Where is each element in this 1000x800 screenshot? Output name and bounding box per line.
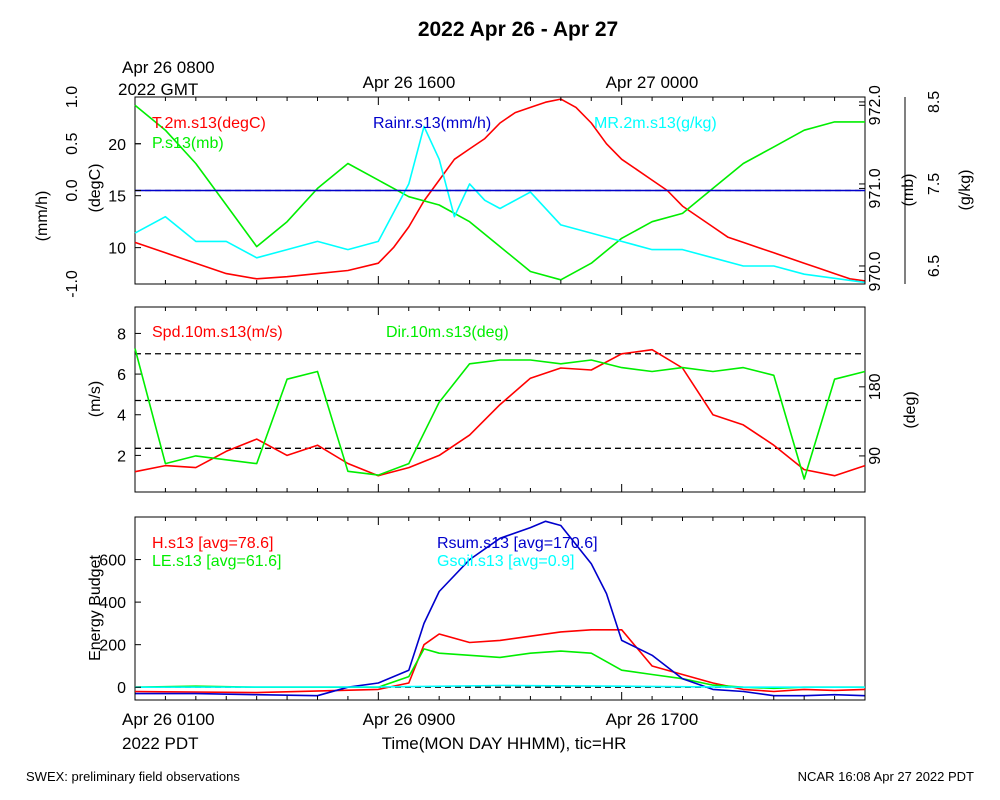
p1-mr-tick-label: 7.5 [926,173,943,195]
top-time-label-mid: Apr 26 1600 [363,73,456,92]
x-axis-title: Time(MON DAY HHMM), tic=HR [382,734,627,753]
p1-p-axis-title: (mb) [900,174,917,207]
label-le: LE.s13 [avg=61.6] [152,553,281,570]
p2-spd-tick-label: 4 [117,408,126,425]
p1-t-tick-label: 15 [108,189,126,206]
series-spd-10m-s13-m-s [134,348,866,477]
label-pressure: P.s13(mb) [152,135,224,152]
series-mr-2m-s13-g-kg [134,125,866,284]
p2-spd-tick-label: 2 [117,448,126,465]
label-gsoil: Gsoil.s13 [avg=0.9] [437,553,574,570]
p3-axis-title: Energy Budget [87,555,104,661]
p2-spd-axis-title: (m/s) [87,381,104,417]
top-time-label-left-1: Apr 26 0800 [122,58,215,77]
p1-t-axis-title: (degC) [87,164,104,213]
series-p-s13-mb [134,104,865,281]
p1-rain-tick-label: 0.0 [64,179,81,201]
p1-p-tick-label: 971.0 [867,168,884,208]
p2-spd-tick-label: 6 [117,367,126,384]
label-spd: Spd.10m.s13(m/s) [152,324,283,341]
label-h: H.s13 [avg=78.6] [152,535,273,552]
chart-title: 2022 Apr 26 - Apr 27 [418,18,618,41]
p1-mr-axis-title: (g/kg) [957,170,974,211]
series-layer [134,98,866,697]
label-dir: Dir.10m.s13(deg) [386,324,509,341]
bottom-time-label-left-2: 2022 PDT [122,734,199,753]
p2-dir-axis-title: (deg) [902,391,919,428]
p2-dir-tick-label: 180 [867,373,884,400]
p3-e-tick-label: 200 [99,638,126,655]
p1-t-tick-label: 10 [108,241,126,258]
p2-dir-tick-label: 90 [867,447,884,465]
label-t2m: T.2m.s13(degC) [152,115,266,132]
p2-spd-tick-label: 8 [117,326,126,343]
label-rsum: Rsum.s13 [avg=170.6] [437,535,598,552]
bottom-time-label-mid: Apr 26 0900 [363,710,456,729]
footer-right: NCAR 16:08 Apr 27 2022 PDT [798,769,974,784]
footer-left: SWEX: preliminary field observations [26,769,240,784]
series-dir-10m-s13-deg [134,348,866,480]
p1-rain-tick-label: 0.5 [64,133,81,155]
p3-e-tick-label: 400 [99,595,126,612]
p1-rain-tick-label: 1.0 [64,86,81,108]
bottom-time-label-right: Apr 26 1700 [606,710,699,729]
label-mr: MR.2m.s13(g/kg) [594,115,717,132]
p1-t-tick-label: 20 [108,137,126,154]
p3-e-tick-label: 600 [99,553,126,570]
series-h-s13 [134,628,866,694]
p1-rain-axis-title: (mm/h) [34,191,51,242]
p1-p-tick-label: 972.0 [867,85,884,125]
grid-layer [135,189,865,688]
p1-mr-tick-label: 8.5 [926,91,943,113]
label-rainr: Rainr.s13(mm/h) [373,115,491,132]
bottom-time-label-left-1: Apr 26 0100 [122,710,215,729]
series-le-s13 [134,648,865,690]
top-time-label-right: Apr 27 0000 [606,73,699,92]
p1-mr-tick-label: 6.5 [926,255,943,277]
p3-e-tick-label: 0 [117,680,126,697]
series-gsoil-s13 [134,684,865,689]
p1-rain-tick-label: -1.0 [64,270,81,298]
ticks-layer: 1.00.50.0-1.0201510972.0971.0970.08.57.5… [64,85,943,700]
top-time-label-left-2: 2022 GMT [118,80,198,99]
p1-p-tick-label: 970.0 [867,251,884,291]
